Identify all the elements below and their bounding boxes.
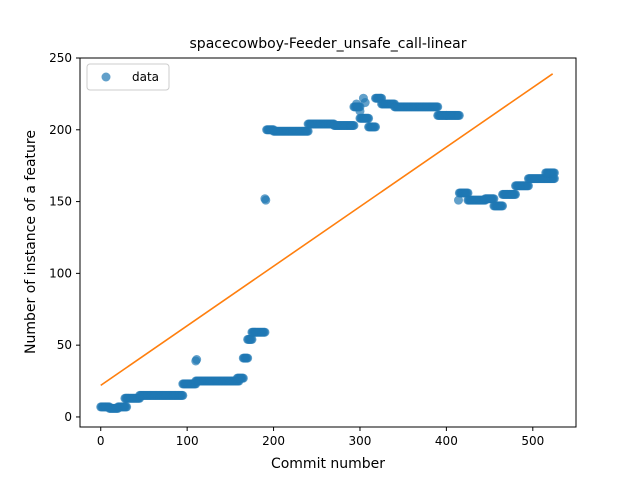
- data-point: [355, 106, 365, 116]
- data-point: [238, 373, 248, 383]
- data-point: [549, 168, 559, 178]
- data-point: [360, 98, 370, 108]
- y-axis: 0 50 100 150 200 250: [49, 51, 80, 424]
- data-point: [511, 189, 521, 199]
- data-point: [463, 188, 473, 198]
- legend-marker-data: [101, 72, 111, 82]
- data-point: [303, 126, 313, 136]
- legend: data: [86, 63, 170, 91]
- data-point: [454, 110, 464, 120]
- y-tick-label: 0: [64, 410, 72, 424]
- x-tick-label: 0: [97, 434, 105, 448]
- chart-title: spacecowboy-Feeder_unsafe_call-linear: [190, 36, 467, 52]
- y-tick-label: 250: [49, 51, 72, 65]
- legend-box: [86, 63, 170, 91]
- fit-line: [100, 73, 554, 387]
- data-point: [243, 353, 253, 363]
- data-point: [364, 113, 374, 123]
- legend-label-data: data: [132, 70, 159, 84]
- data-point: [178, 390, 188, 400]
- data-point: [261, 195, 271, 205]
- data-point: [192, 355, 202, 365]
- data-point: [433, 102, 443, 112]
- data-point: [453, 195, 463, 205]
- data-point: [349, 120, 359, 130]
- x-axis: 0 100 200 300 400 500: [97, 427, 544, 448]
- y-tick-label: 150: [49, 195, 72, 209]
- data-point: [489, 194, 499, 204]
- data-point: [260, 327, 270, 337]
- x-tick-label: 200: [262, 434, 285, 448]
- y-tick-label: 200: [49, 123, 72, 137]
- x-axis-label: Commit number: [271, 456, 385, 472]
- x-tick-label: 100: [176, 434, 199, 448]
- data-point: [122, 402, 132, 412]
- data-point: [352, 99, 362, 109]
- x-tick-label: 400: [435, 434, 458, 448]
- y-tick-label: 50: [57, 338, 72, 352]
- data-point: [498, 201, 508, 211]
- data-point: [247, 334, 257, 344]
- x-tick-label: 500: [521, 434, 544, 448]
- data-point: [523, 181, 533, 191]
- plot-area: [96, 73, 559, 413]
- y-tick-label: 100: [49, 266, 72, 280]
- x-tick-label: 300: [349, 434, 372, 448]
- plot-frame: [79, 57, 577, 428]
- data-point: [371, 122, 381, 132]
- y-axis-label: Number of instance of a feature: [23, 130, 39, 354]
